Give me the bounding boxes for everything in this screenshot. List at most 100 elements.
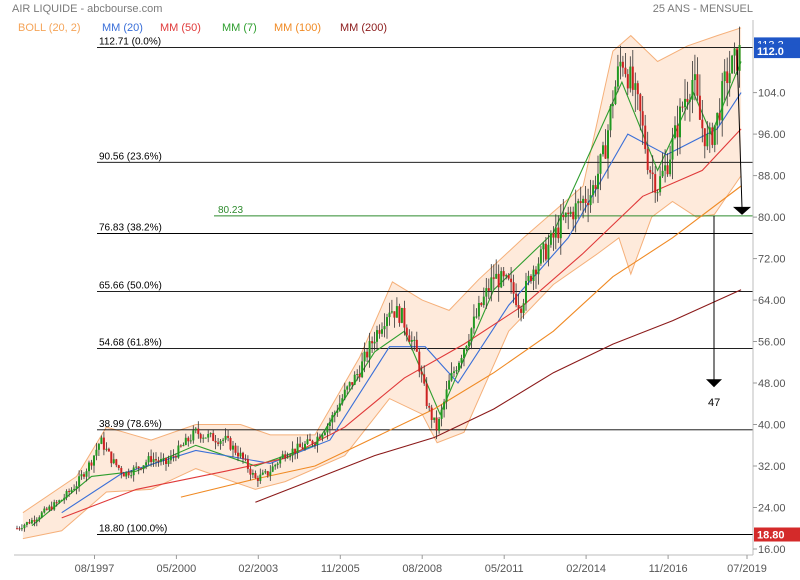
arrow-to-support-line [736,50,743,208]
candle-body-105 [276,463,279,465]
target-label: 47 [708,397,720,409]
candle-body-54 [150,456,153,462]
x-tick-label-4: 08/2008 [402,563,442,575]
x-tick-label-8: 07/2019 [727,563,767,575]
candle-body-284 [721,81,724,121]
candle-body-276 [701,119,704,129]
arrowhead-support [733,206,751,215]
candle-body-220 [562,215,565,218]
candle-body-177 [455,370,458,372]
candle-body-254 [646,149,649,170]
candle-body-30 [90,462,93,466]
candle-body-70 [189,440,192,442]
candle-body-237 [604,145,607,159]
candle-body-16 [55,502,58,504]
candle-body-230 [587,202,590,206]
candle-body-166 [428,406,431,408]
candle-body-127 [331,415,334,423]
x-tick-label-2: 02/2003 [238,563,278,575]
candle-body-8 [35,519,38,522]
candle-body-31 [93,455,95,466]
candle-body-235 [599,154,602,174]
fib-label-6: 18.80 (100.0%) [99,524,167,535]
candle-body-38 [110,451,113,464]
candle-body-288 [731,55,734,74]
candle-body-282 [716,112,719,126]
candle-body-48 [135,466,138,468]
candle-body-122 [318,436,321,439]
candle-body-221 [564,212,567,218]
candle-body-244 [621,61,624,68]
candle-body-285 [723,71,726,82]
candle-body-227 [579,201,582,203]
candle-body-142 [368,341,371,358]
candle-body-124 [323,432,326,435]
candle-body-275 [698,95,701,120]
candle-body-145 [376,330,378,342]
y-tick-label-5: 56.00 [758,337,786,349]
candle-body-76 [204,437,207,439]
candle-body-126 [328,422,331,426]
candle-body-137 [356,374,359,375]
candle-body-118 [309,439,311,441]
candle-body-40 [115,459,118,466]
candle-body-176 [453,371,455,373]
candle-body-198 [507,275,510,279]
fib-label-1: 90.56 (23.6%) [99,151,162,162]
candle-body-267 [679,106,681,138]
candle-body-146 [378,330,381,334]
x-tick-label-0: 08/1997 [75,563,115,575]
candle-body-90 [239,452,242,457]
chart-period: 25 ANS - MENSUEL [653,3,753,15]
candle-body-134 [348,382,351,387]
candle-body-222 [567,212,570,215]
candle-body-115 [301,447,304,449]
support-label: 80.23 [218,205,243,216]
candle-body-117 [306,439,309,444]
candle-body-196 [502,271,505,277]
candle-body-107 [281,454,284,459]
candle-body-68 [184,437,187,445]
candle-body-9 [38,517,41,520]
candle-body-73 [197,428,200,435]
candle-body-168 [433,417,436,420]
candle-body-84 [224,435,227,440]
candle-body-182 [467,341,470,346]
candle-body-152 [393,311,396,318]
candle-body-162 [418,351,421,372]
candle-body-65 [177,445,180,458]
candle-body-247 [629,66,632,89]
candle-body-21 [68,491,71,492]
candle-body-138 [358,374,361,378]
candle-body-143 [371,341,374,344]
candle-body-53 [147,456,150,463]
candle-body-199 [510,278,513,283]
candle-body-60 [165,457,167,464]
candle-body-128 [333,412,336,416]
candle-body-184 [472,316,475,329]
candle-body-183 [470,328,473,342]
candle-body-193 [495,273,498,279]
candle-body-253 [644,125,647,150]
bollinger-band-area [22,27,742,539]
candle-body-270 [686,98,689,102]
fib-label-2: 76.83 (38.2%) [99,223,162,234]
candle-body-240 [611,104,614,107]
candle-body-160 [413,339,416,341]
candle-body-41 [117,465,120,468]
candle-body-129 [336,410,339,413]
candle-body-201 [515,293,518,306]
candle-body-242 [616,66,619,87]
candle-body-27 [83,474,85,477]
candle-body-175 [450,372,453,381]
candle-body-92 [244,458,247,460]
candle-body-157 [405,327,408,336]
candle-body-36 [105,448,108,450]
candle-body-100 [264,471,267,473]
bollinger-lower-line [22,175,742,540]
candle-body-101 [266,471,269,476]
candle-body-202 [517,305,520,309]
candle-body-18 [60,500,63,502]
candle-body-212 [542,243,545,250]
candle-body-280 [711,127,714,145]
